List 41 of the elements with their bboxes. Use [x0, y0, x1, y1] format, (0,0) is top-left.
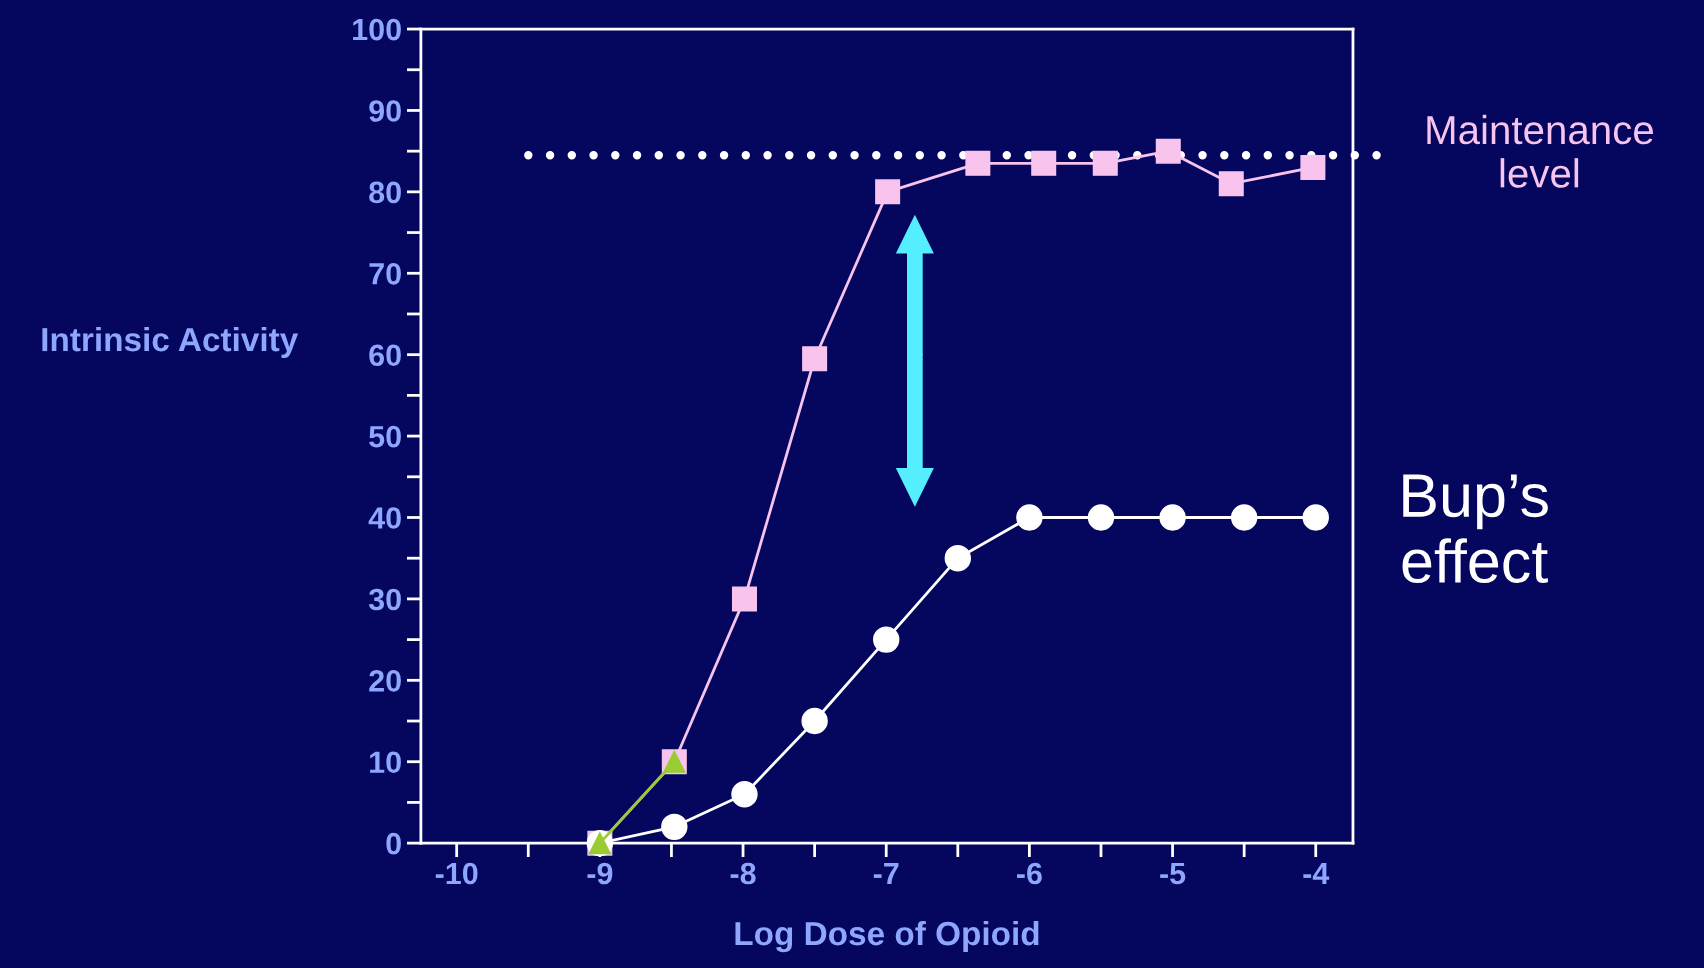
y-tick-label: 20 — [369, 670, 401, 692]
y-tick-label: 40 — [368, 507, 401, 529]
point — [1300, 154, 1326, 180]
point — [1230, 504, 1258, 531]
point — [801, 707, 828, 735]
y-tick-label: 90 — [369, 100, 401, 122]
x-tick-label: -5 — [1160, 863, 1186, 885]
y-tick-label: 10 — [370, 751, 401, 774]
x-tick-label: -8 — [730, 862, 756, 885]
y-tick-label: 100 — [353, 18, 401, 41]
y-tick-label: 0 — [386, 832, 401, 855]
point — [1155, 138, 1181, 164]
x-tick-label: -7 — [873, 863, 899, 885]
point — [1302, 504, 1329, 531]
text: Bup’s effect — [1402, 474, 1548, 584]
y-tick-label: 60 — [369, 344, 401, 367]
point — [873, 626, 900, 653]
ref-line-label: Maintenance level — [1427, 114, 1653, 188]
y-axis-title: Intrinsic Activity — [42, 326, 299, 358]
point — [1087, 504, 1115, 531]
x-tick-label: -9 — [587, 862, 613, 885]
point — [731, 586, 757, 612]
point — [1218, 171, 1244, 197]
point — [944, 545, 972, 572]
point — [1016, 504, 1043, 531]
x-tick-label: -6 — [1017, 862, 1042, 885]
x-tick-label: -4 — [1303, 863, 1330, 885]
point — [1092, 150, 1118, 176]
y-tick-label: 70 — [369, 263, 401, 285]
point — [875, 179, 901, 205]
point — [661, 813, 688, 841]
y-tick-label: 30 — [368, 588, 401, 611]
x-axis-title: Log Dose of Opioid — [735, 920, 1039, 953]
point — [965, 150, 991, 176]
point — [1031, 150, 1057, 176]
point — [731, 781, 758, 808]
x-tick-label: -10 — [435, 862, 478, 885]
y-tick-label: 50 — [369, 425, 401, 448]
point — [802, 346, 828, 372]
y-tick-label: 80 — [369, 181, 401, 204]
point — [1159, 504, 1186, 531]
